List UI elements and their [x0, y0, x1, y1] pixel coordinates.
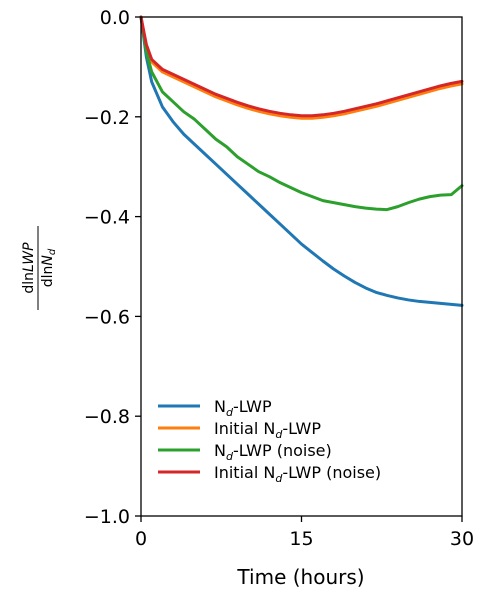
series-lines — [139, 15, 464, 307]
y-axis-label-denominator: dlnNd — [40, 248, 58, 287]
x-tick-label: 15 — [289, 528, 313, 550]
legend-label-4: Initial Nd-LWP (noise) — [214, 463, 381, 485]
y-axis-label: dlnLWP dlnNd — [21, 226, 58, 310]
series-line-1 — [139, 15, 464, 307]
legend-label-2: Initial Nd-LWP — [214, 419, 321, 441]
y-tick-label: −1.0 — [84, 506, 130, 528]
y-tick-label: −0.6 — [84, 306, 130, 328]
series-line-4 — [139, 15, 464, 118]
series-line-2 — [139, 15, 464, 120]
x-tick-label: 0 — [135, 528, 147, 550]
series-line-3 — [139, 15, 464, 212]
y-axis-label-numerator: dlnLWP — [21, 242, 37, 294]
legend-label-1: Nd-LWP — [214, 397, 272, 419]
y-tick-label: −0.8 — [84, 406, 130, 428]
y-tick-label: −0.4 — [84, 207, 130, 229]
x-axis-label: Time (hours) — [236, 565, 364, 589]
x-axis-ticks: 0 15 30 — [135, 516, 474, 550]
y-tick-label: 0.0 — [100, 7, 130, 29]
y-axis-ticks: 0.0 −0.2 −0.4 −0.6 −0.8 −1.0 — [84, 7, 141, 528]
x-tick-label: 30 — [450, 528, 474, 550]
y-tick-label: −0.2 — [84, 107, 130, 129]
legend-label-3: Nd-LWP (noise) — [214, 441, 332, 463]
